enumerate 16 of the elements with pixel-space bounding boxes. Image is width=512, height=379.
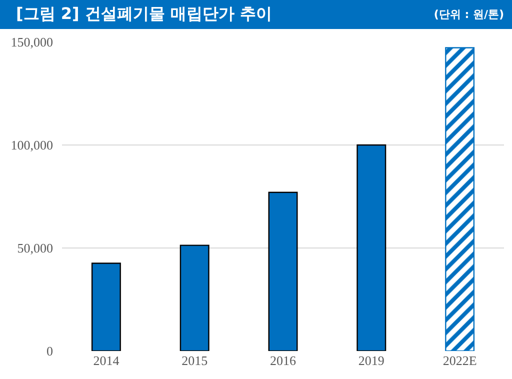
x-tick-label: 2019 — [358, 353, 384, 368]
chart-title: [그림 2] 건설폐기물 매립단가 추이 — [16, 4, 272, 25]
bar — [268, 192, 298, 351]
bar — [91, 262, 121, 351]
chart-subtitle: (단위 : 원/톤) — [434, 7, 504, 22]
y-tick-label: 150,000 — [10, 34, 53, 50]
y-tick-label: 0 — [46, 344, 53, 359]
bar — [356, 144, 386, 351]
y-tick-label: 100,000 — [10, 138, 53, 153]
bar — [180, 244, 210, 351]
bar — [445, 47, 475, 351]
x-tick-label: 2016 — [270, 353, 296, 368]
x-tick-label: 2022E — [442, 353, 477, 368]
y-tick-label: 50,000 — [17, 240, 53, 256]
x-tick-label: 2015 — [182, 353, 208, 368]
x-tick-label: 2014 — [93, 353, 120, 368]
